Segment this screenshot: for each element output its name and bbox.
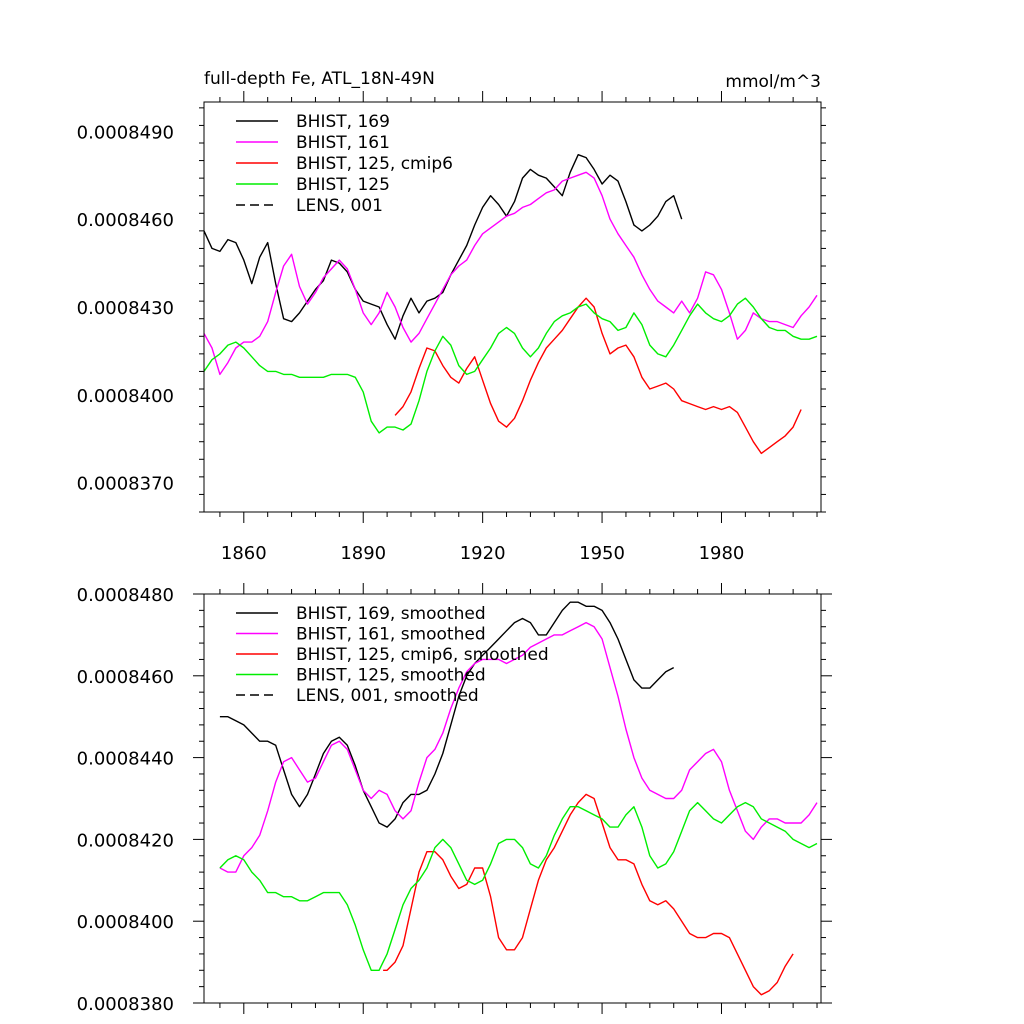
legend-label-bhist-169-smoothed: BHIST, 169, smoothed [296,604,486,624]
y-tick-label: 0.0008440 [77,749,174,770]
x-tick-label: 1980 [699,543,745,564]
x-tick-label: 1890 [340,543,386,564]
legend-label-bhist-161-smoothed: BHIST, 161, smoothed [296,625,486,645]
legend-label-lens-001-smoothed: LENS, 001, smoothed [296,686,479,706]
plot-frame [203,593,822,1004]
series-line-bhist-161-smoothed [219,621,818,873]
top-panel: 1860 1890 1920 1950 1980 0.0008370 0.0008400 0.… [77,69,826,564]
y-tick-label: 0.0008380 [77,994,174,1015]
series-line-bhist-169-smoothed [219,601,675,828]
y-tick-label: 0.0008490 [77,122,174,143]
legend-label-bhist-125: BHIST, 125 [296,175,390,195]
legend-label-bhist-125-cmip6-smoothed: BHIST, 125, cmip6, smoothed [296,645,549,665]
x-tick-label: 1920 [460,543,506,564]
legend-label-bhist-125-smoothed: BHIST, 125, smoothed [296,666,486,686]
chart-title: full-depth Fe, ATL_18N-49N [204,69,435,89]
y-tick-label: 0.0008400 [77,912,174,933]
bottom-panel: 0.0008380 0.0008400 0.0008420 0.0008440 0.00… [77,583,832,1015]
legend-label-bhist-125-cmip6: BHIST, 125, cmip6 [296,154,453,174]
y-tick-label: 0.0008460 [77,210,174,231]
plot-frame [203,101,822,513]
series-line-bhist-161 [203,171,818,376]
y-tick-label: 0.0008480 [77,585,174,606]
series-line-bhist-125 [203,297,818,434]
x-tick-label: 1950 [579,543,625,564]
series-line-bhist-169 [203,153,683,340]
y-tick-label: 0.0008460 [77,667,174,688]
legend-label-lens-001: LENS, 001 [296,196,383,216]
y-tick-label: 0.0008420 [77,830,174,851]
legend-label-bhist-169: BHIST, 169 [296,112,390,132]
y-tick-label: 0.0008430 [77,298,174,319]
series-line-bhist-125-cmip6 [394,297,802,455]
y-tick-label: 0.0008370 [77,474,174,495]
legend-label-bhist-161: BHIST, 161 [296,133,390,153]
units-label: mmol/m^3 [725,72,821,92]
y-tick-label: 0.0008400 [77,386,174,407]
x-tick-label: 1860 [221,543,267,564]
series-line-bhist-125-cmip6-smoothed [383,793,794,996]
series-line-bhist-125-smoothed [219,801,818,971]
